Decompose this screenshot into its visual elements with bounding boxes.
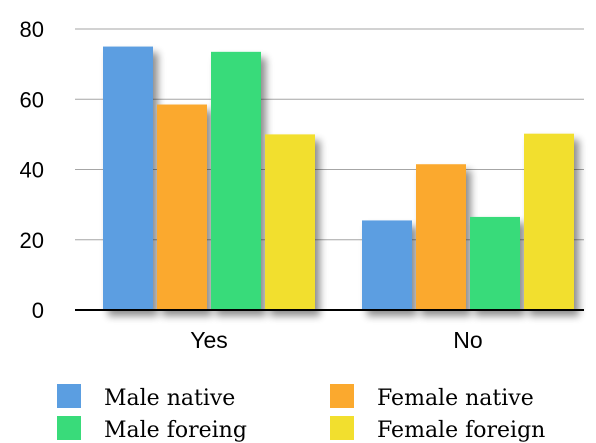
- x-category-label: Yes: [190, 327, 228, 353]
- bar: [157, 104, 207, 310]
- y-tick-label: 20: [20, 228, 44, 253]
- bar: [470, 216, 520, 310]
- legend-swatch: [330, 384, 354, 408]
- bar: [265, 134, 315, 310]
- y-tick-label: 80: [20, 17, 44, 42]
- bar: [103, 46, 153, 310]
- bars: [103, 46, 574, 311]
- y-tick-label: 60: [20, 87, 44, 112]
- legend-label: Female foreign: [377, 418, 545, 443]
- y-axis-ticks: 0 20 40 60 80: [20, 17, 44, 323]
- legend-label: Male foreing: [104, 418, 247, 443]
- bar: [524, 133, 574, 310]
- bar: [416, 164, 466, 310]
- y-tick-label: 40: [20, 158, 44, 183]
- bar: [211, 51, 261, 311]
- legend-label: Male native: [104, 386, 235, 411]
- x-category-label: No: [453, 327, 482, 353]
- legend: Male native Female native Male foreing Fema…: [57, 384, 545, 443]
- x-axis-categories: Yes No: [190, 327, 482, 353]
- legend-label: Female native: [377, 386, 534, 411]
- legend-swatch: [330, 416, 354, 440]
- legend-swatch: [57, 384, 81, 408]
- bar: [362, 220, 412, 310]
- y-tick-label: 0: [32, 298, 44, 323]
- legend-swatch: [57, 416, 81, 440]
